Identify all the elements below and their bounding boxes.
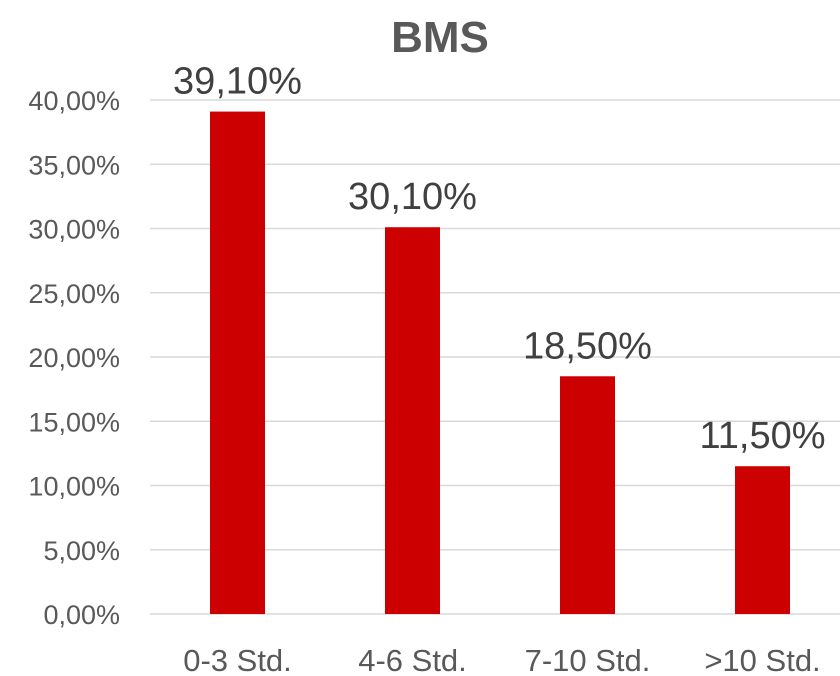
- x-tick-label: 4-6 Std.: [358, 643, 467, 676]
- x-tick-label: 7-10 Std.: [525, 643, 651, 676]
- data-labels: 39,10% 30,10% 18,50% 11,50%: [173, 61, 825, 458]
- y-tick-label: 25,00%: [28, 279, 120, 309]
- y-tick-label: 35,00%: [28, 150, 120, 180]
- y-axis: 0,00% 5,00% 10,00% 15,00% 20,00% 25,00% 30,00%…: [28, 86, 120, 630]
- y-tick-label: 20,00%: [28, 343, 120, 373]
- data-label: 18,50%: [523, 325, 652, 367]
- bar: [735, 466, 790, 614]
- y-tick-label: 40,00%: [28, 86, 120, 116]
- y-tick-label: 10,00%: [28, 472, 120, 502]
- chart-title: BMS: [391, 13, 489, 62]
- bar: [210, 111, 265, 614]
- bar: [560, 376, 615, 614]
- y-tick-label: 0,00%: [43, 600, 120, 630]
- bars: [210, 111, 790, 614]
- y-tick-label: 30,00%: [28, 215, 120, 245]
- data-label: 30,10%: [348, 176, 477, 218]
- y-tick-label: 15,00%: [28, 407, 120, 437]
- bar: [385, 227, 440, 614]
- x-axis: 0-3 Std. 4-6 Std. 7-10 Std. >10 Std.: [183, 643, 820, 676]
- y-tick-label: 5,00%: [43, 536, 120, 566]
- data-label: 39,10%: [173, 61, 302, 103]
- x-tick-label: 0-3 Std.: [183, 643, 292, 676]
- x-tick-label: >10 Std.: [704, 643, 820, 676]
- data-label: 11,50%: [699, 415, 825, 457]
